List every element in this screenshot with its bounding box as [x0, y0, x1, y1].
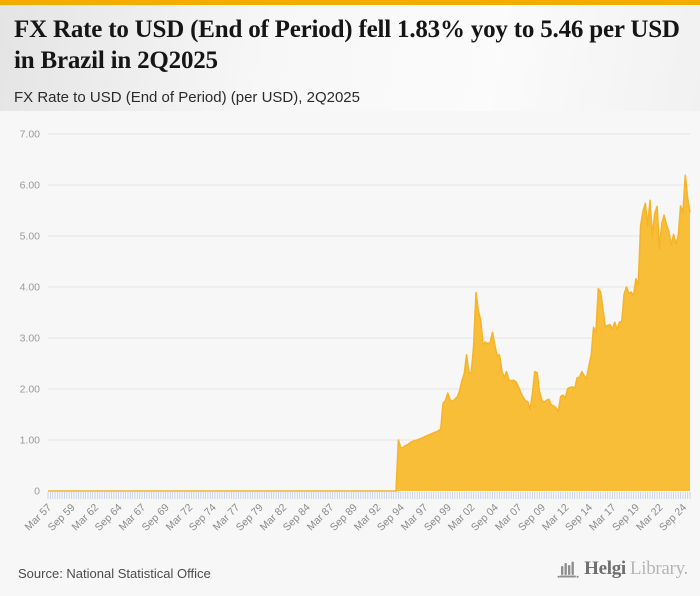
- source-note: Source: National Statistical Office: [18, 566, 211, 581]
- svg-text:5.00: 5.00: [20, 231, 41, 243]
- logo-text-helgi: Helgi: [584, 558, 626, 579]
- chart-area: 7.00 6.00 5.00 4.00 3.00 2.00 1.00 0 Mar 57 Sep 5…: [0, 111, 700, 556]
- svg-text:6.00: 6.00: [20, 180, 41, 192]
- y-axis-labels: 7.00 6.00 5.00 4.00 3.00 2.00 1.00 0: [20, 129, 41, 498]
- svg-text:0: 0: [34, 486, 40, 498]
- footer: Source: National Statistical Office Helg…: [0, 556, 700, 596]
- fx-rate-series: [48, 174, 691, 492]
- svg-text:7.00: 7.00: [20, 129, 41, 141]
- helgilibrary-logo: Helgi Library.: [557, 558, 688, 580]
- svg-text:2.00: 2.00: [20, 384, 41, 396]
- page-title: FX Rate to USD (End of Period) fell 1.83…: [14, 16, 680, 74]
- accent-topbar: [0, 0, 700, 5]
- logo-text-library: Library.: [629, 558, 688, 579]
- helgilibrary-building-icon: [557, 561, 579, 578]
- x-axis-ticks: [47, 492, 691, 499]
- svg-text:4.00: 4.00: [20, 282, 41, 294]
- svg-text:Sep 24: Sep 24: [657, 502, 689, 534]
- chart-subtitle: FX Rate to USD (End of Period) (per USD)…: [14, 89, 360, 106]
- svg-text:1.00: 1.00: [20, 435, 41, 447]
- svg-text:3.00: 3.00: [20, 333, 41, 345]
- header: FX Rate to USD (End of Period) fell 1.83…: [0, 5, 700, 111]
